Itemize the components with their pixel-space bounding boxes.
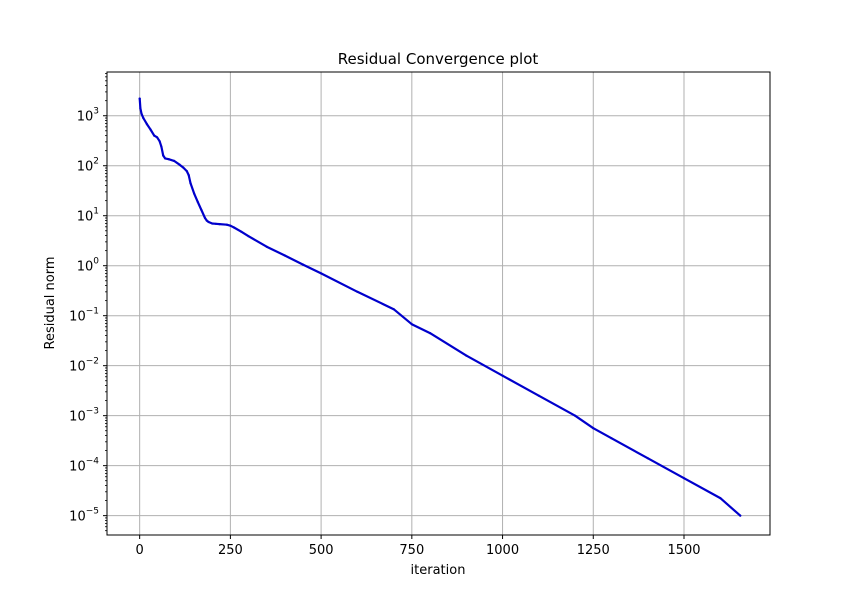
residual-point <box>153 134 156 137</box>
y-tick-base: 10 <box>77 160 94 175</box>
residual-point <box>232 226 236 229</box>
series-layer <box>138 97 742 517</box>
residual-point <box>428 332 432 335</box>
residual-point <box>142 116 145 120</box>
x-tick-label: 250 <box>218 543 243 558</box>
y-axis-label: Residual norm <box>43 256 58 349</box>
residual-point <box>537 394 540 397</box>
residual-point <box>247 235 250 238</box>
y-tick-label: 102 <box>77 157 99 175</box>
residual-point <box>185 170 188 173</box>
residual-point <box>265 245 268 248</box>
ticks-layer: 0 250 500 750 1000 1250 150010310210110010−110… <box>69 73 701 558</box>
y-tick-exponent: 0 <box>93 257 99 267</box>
y-tick-label: 10−5 <box>69 507 99 525</box>
residual-point <box>211 222 214 225</box>
residual-point <box>574 414 577 417</box>
y-tick-label: 10−4 <box>69 457 99 475</box>
residual-point <box>207 220 210 224</box>
x-axis-label: iteration <box>411 563 466 578</box>
y-tick-exponent: 2 <box>93 157 99 167</box>
y-tick-base: 10 <box>69 360 86 375</box>
residual-point <box>205 219 208 222</box>
residual-point <box>193 192 196 195</box>
y-tick-base: 10 <box>69 460 86 475</box>
residual-point <box>682 477 686 480</box>
residual-point <box>229 224 232 227</box>
residual-point <box>218 223 221 226</box>
x-tick-label: 500 <box>309 543 334 558</box>
residual-point <box>173 159 176 162</box>
y-tick-exponent: −5 <box>86 507 99 517</box>
residual-point <box>178 163 181 166</box>
residual-point <box>392 308 395 311</box>
residual-point <box>145 123 148 126</box>
y-tick-base: 10 <box>77 210 94 225</box>
residual-point <box>156 136 159 139</box>
residual-point <box>465 354 468 357</box>
residual-point <box>182 166 185 169</box>
residual-point <box>164 157 167 160</box>
grid-layer <box>107 72 770 535</box>
y-tick-exponent: −1 <box>86 307 99 317</box>
residual-point <box>356 290 359 293</box>
residual-point <box>160 145 163 148</box>
residual-point <box>225 223 228 226</box>
y-tick-label: 10−2 <box>69 357 99 375</box>
residual-point <box>214 222 217 225</box>
residual-point <box>140 112 143 115</box>
residual-point <box>200 208 203 212</box>
residual-point <box>203 216 207 220</box>
y-tick-base: 10 <box>69 510 86 525</box>
residual-point <box>592 427 595 430</box>
y-tick-exponent: 1 <box>93 207 99 217</box>
x-tick-label: 1000 <box>486 543 519 558</box>
residual-point <box>138 97 141 100</box>
residual-point <box>162 154 165 157</box>
x-tick-label: 750 <box>399 543 424 558</box>
residual-point <box>189 182 192 185</box>
plot-frame <box>106 71 771 536</box>
y-tick-exponent: −4 <box>86 457 100 467</box>
x-tick-label: 1250 <box>577 543 610 558</box>
y-tick-base: 10 <box>69 410 86 425</box>
y-tick-base: 10 <box>69 310 86 325</box>
x-tick-label: 1500 <box>667 543 700 558</box>
residual-point <box>187 174 190 177</box>
y-tick-base: 10 <box>77 110 94 125</box>
residual-point <box>149 128 152 131</box>
y-tick-label: 101 <box>77 207 99 225</box>
residual-point <box>301 263 305 266</box>
y-tick-exponent: 3 <box>93 107 99 117</box>
residual-point <box>283 254 286 257</box>
residual-point <box>410 323 413 326</box>
residual-point <box>646 457 649 460</box>
x-tick-label: 0 <box>136 543 144 558</box>
residual-point <box>610 437 613 440</box>
y-tick-base: 10 <box>77 260 94 275</box>
residual-point <box>320 272 323 275</box>
residual-point <box>240 230 243 233</box>
residual-point <box>196 200 199 203</box>
chart-title: Residual Convergence plot <box>338 50 539 68</box>
y-tick-exponent: −2 <box>86 357 99 367</box>
residual-point <box>167 158 170 161</box>
y-tick-label: 10−3 <box>69 407 99 425</box>
residual-point <box>739 514 742 517</box>
residual-point <box>158 140 161 143</box>
y-tick-label: 103 <box>77 107 99 125</box>
residual-point <box>719 497 722 500</box>
y-tick-exponent: −3 <box>86 407 99 417</box>
y-tick-label: 100 <box>77 257 100 275</box>
y-tick-label: 10−1 <box>69 307 99 325</box>
residual-series-line <box>138 97 742 517</box>
residual-point <box>501 374 504 377</box>
residual-point <box>139 107 142 110</box>
